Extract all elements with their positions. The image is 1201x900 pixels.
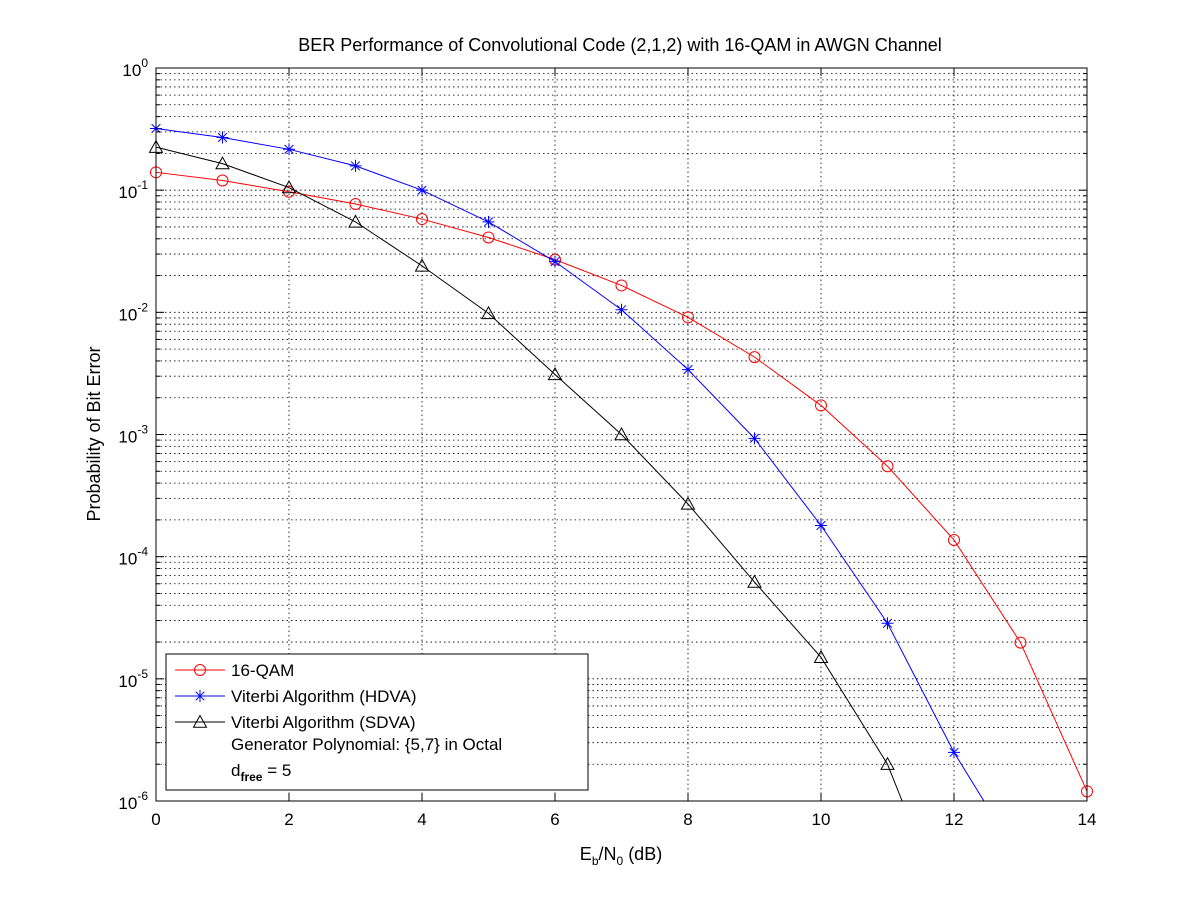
legend-marker bbox=[194, 664, 206, 676]
y-tick-label: 10-4 bbox=[118, 545, 148, 569]
y-tick-label: 10-2 bbox=[118, 300, 148, 324]
legend-entries: 16-QAM Viterbi Algorithm (HDVA) Viterbi Al… bbox=[175, 661, 416, 732]
chart-title: BER Performance of Convolutional Code (2… bbox=[298, 35, 942, 55]
y-tick-labels: 10-6 10-5 10-4 10-3 10-2 10-1 100 bbox=[118, 56, 148, 813]
data-point bbox=[948, 533, 960, 546]
series-layer bbox=[148, 122, 1093, 802]
x-tick-label: 10 bbox=[812, 810, 831, 829]
series-2 bbox=[148, 139, 903, 802]
tick-marks bbox=[155, 68, 1088, 801]
data-point bbox=[815, 519, 827, 532]
y-tick-label: 10-5 bbox=[118, 667, 148, 691]
y-tick-label: 10-6 bbox=[118, 789, 148, 813]
legend-note-dfree: dfree = 5 bbox=[231, 761, 291, 784]
data-point bbox=[614, 426, 629, 441]
x-axis-label: Eb/N0 (dB) bbox=[580, 844, 662, 868]
x-tick-label: 0 bbox=[151, 810, 160, 829]
series-0 bbox=[150, 166, 1093, 798]
legend-box bbox=[165, 653, 589, 791]
data-point bbox=[482, 215, 495, 228]
legend: 16-QAM Viterbi Algorithm (HDVA) Viterbi Al… bbox=[165, 653, 589, 791]
data-point bbox=[283, 143, 295, 156]
data-point bbox=[481, 305, 496, 320]
data-point bbox=[682, 363, 694, 376]
data-point bbox=[348, 214, 363, 228]
data-point bbox=[416, 184, 428, 197]
series-line bbox=[155, 171, 1088, 792]
x-tick-label: 6 bbox=[550, 810, 559, 829]
x-tick-label: 12 bbox=[945, 810, 964, 829]
x-tick-label: 14 bbox=[1078, 810, 1097, 829]
data-point bbox=[948, 746, 960, 759]
data-point bbox=[216, 131, 229, 144]
data-point bbox=[414, 258, 430, 272]
data-point bbox=[349, 159, 362, 172]
data-point bbox=[1014, 636, 1027, 649]
data-point bbox=[815, 399, 827, 412]
data-point bbox=[482, 231, 495, 244]
x-tick-label: 8 bbox=[683, 810, 692, 829]
data-point bbox=[680, 496, 696, 510]
data-point bbox=[880, 756, 895, 770]
series-line bbox=[155, 127, 985, 802]
data-point bbox=[881, 617, 894, 630]
x-tick-labels: 0 2 4 6 8 10 12 14 bbox=[151, 810, 1096, 829]
data-point bbox=[748, 432, 761, 445]
legend-marker bbox=[194, 690, 206, 702]
data-point bbox=[682, 311, 694, 324]
data-point bbox=[615, 303, 628, 316]
data-point bbox=[747, 574, 762, 588]
y-tick-label: 100 bbox=[122, 56, 148, 80]
series-line bbox=[155, 146, 903, 802]
data-point bbox=[881, 460, 894, 473]
data-point bbox=[416, 213, 428, 226]
x-tick-label: 4 bbox=[417, 810, 426, 829]
data-point bbox=[215, 156, 230, 170]
data-point bbox=[813, 649, 829, 664]
data-point bbox=[748, 351, 761, 364]
legend-marker bbox=[192, 714, 208, 728]
legend-label: Viterbi Algorithm (SDVA) bbox=[231, 713, 416, 732]
data-point bbox=[216, 174, 229, 187]
y-tick-label: 10-3 bbox=[118, 423, 148, 447]
legend-label: 16-QAM bbox=[231, 661, 294, 680]
data-point bbox=[615, 279, 628, 292]
data-point bbox=[349, 198, 362, 211]
legend-label: Viterbi Algorithm (HDVA) bbox=[231, 687, 416, 706]
legend-note-generator: Generator Polynomial: {5,7} in Octal bbox=[231, 735, 502, 754]
x-tick-label: 2 bbox=[284, 810, 293, 829]
y-tick-label: 10-1 bbox=[118, 178, 148, 202]
y-axis-label: Probability of Bit Error bbox=[84, 346, 104, 521]
data-point bbox=[547, 366, 563, 381]
data-point bbox=[549, 255, 561, 268]
data-point bbox=[281, 180, 297, 194]
